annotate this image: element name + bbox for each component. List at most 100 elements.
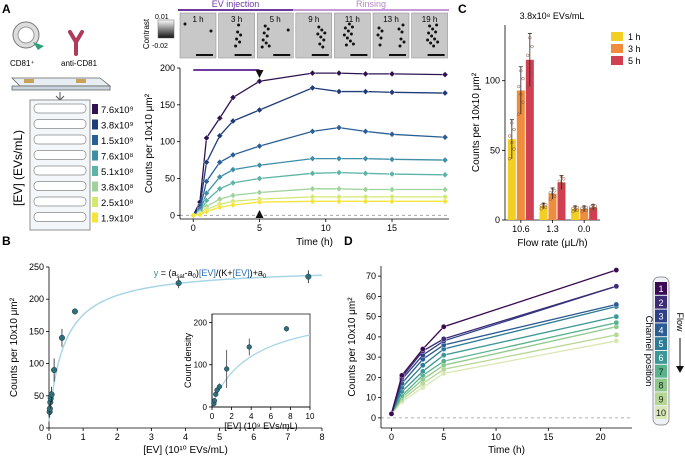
- replicate-dot: [512, 147, 516, 151]
- particle-dot: [402, 40, 406, 44]
- data-point: [613, 313, 620, 320]
- particle-dot: [235, 37, 239, 41]
- data-point: [203, 134, 210, 142]
- channel-number: 9: [658, 394, 663, 404]
- channel-slot: [33, 150, 87, 160]
- replicate-dot: [528, 62, 532, 66]
- injection-bar: [178, 9, 293, 11]
- d-y-tick-label: 10: [366, 393, 376, 403]
- channel-swatch: [655, 282, 667, 295]
- data-point: [613, 332, 620, 338]
- inset-y-tick-label: 100: [194, 361, 208, 370]
- data-point: [256, 175, 263, 182]
- data-point: [305, 273, 312, 280]
- series-line: [390, 322, 617, 415]
- legend-swatch: [611, 32, 623, 41]
- legend-swatch: [611, 44, 623, 53]
- data-point: [335, 124, 343, 131]
- conc-label: 7.6x10⁹: [101, 105, 134, 116]
- data-point: [229, 166, 237, 173]
- inset-x-tick-label: 0: [210, 412, 215, 421]
- data-point: [362, 186, 369, 193]
- particle-dot: [429, 41, 433, 45]
- channel-number: 10: [656, 408, 666, 418]
- data-point: [309, 128, 316, 135]
- flow-label: Flow: [675, 312, 685, 332]
- inset-y-tick-label: 200: [194, 318, 208, 327]
- conc-label: 2.5x10⁸: [101, 198, 134, 209]
- particle-dot: [319, 35, 323, 39]
- data-point: [229, 151, 237, 159]
- data-point: [229, 94, 237, 101]
- data-point: [216, 132, 224, 140]
- scale-bar: [389, 54, 406, 56]
- replicate-dot: [571, 209, 575, 214]
- replicate-dot: [562, 177, 566, 181]
- bar: [589, 207, 598, 220]
- contrast-min: -0.02: [152, 43, 168, 50]
- microfluidic-chip: 7.6x10⁹ 3.8x10⁹ 1.5x10⁹ 7.6x10⁸ 5.1x10⁸ 3.8x1…: [11, 77, 134, 231]
- eq-sub-0a: 0: [193, 274, 197, 280]
- data-point: [229, 117, 237, 125]
- replicate-dot: [548, 190, 552, 195]
- conc-label: 3.8x10⁸: [101, 183, 134, 194]
- frame-time-label: 13 h: [383, 15, 399, 24]
- fit-curve: [48, 274, 323, 422]
- b-y-label: Counts per 10x10 μm²: [9, 297, 20, 397]
- particle-dot: [428, 24, 432, 28]
- particle-dot: [238, 40, 242, 44]
- data-point: [440, 352, 447, 358]
- inset-data-point: [216, 384, 223, 390]
- d-x-tick-label: 20: [596, 432, 606, 442]
- particle-dot: [426, 38, 430, 42]
- rinsing-bar: [293, 9, 449, 11]
- particle-dot: [234, 44, 238, 48]
- chip-port-right: [76, 79, 86, 83]
- a-x-tick-label: 15: [387, 223, 397, 233]
- inset-x-tick-label: 8: [288, 412, 293, 421]
- panel-letter-b: B: [2, 234, 11, 248]
- data-point: [613, 267, 620, 273]
- data-point: [388, 89, 396, 96]
- antibody-icon: [68, 30, 84, 56]
- frame-time-label: 9 h: [308, 15, 319, 24]
- data-point: [58, 334, 65, 341]
- conc-axis-label: [EV] (EVs/mL): [11, 130, 25, 206]
- microscopy-frame: [334, 12, 371, 59]
- replicate-dot: [539, 207, 543, 211]
- cd81-label: CD81⁺: [10, 59, 35, 68]
- inset-data-point: [246, 344, 252, 350]
- scale-bar: [234, 54, 252, 56]
- b-y-tick-label: 0: [39, 423, 44, 433]
- particle-dot: [346, 29, 350, 33]
- replicate-dot: [521, 76, 525, 81]
- channel-slot: [33, 134, 87, 145]
- a-x-tick-label: 10: [321, 223, 331, 233]
- channel-slot: [33, 103, 87, 114]
- channel-swatch: [655, 351, 667, 364]
- data-point: [71, 308, 78, 315]
- microscopy-frame: [256, 12, 294, 59]
- particle-dot: [348, 39, 352, 43]
- particle-dot: [266, 27, 270, 31]
- data-point: [256, 189, 263, 196]
- c-y-tick-label: 100: [485, 76, 500, 86]
- replicate-dot: [507, 134, 512, 138]
- c-x-tick-label: 1.3: [546, 224, 559, 234]
- d-x-tick-label: 10: [491, 432, 501, 442]
- particle-dot: [209, 29, 213, 33]
- chip-edge: [11, 85, 111, 91]
- particle-dot: [400, 30, 404, 34]
- c-title: 3.8x10⁸ EVs/mL: [520, 11, 585, 21]
- flow-arrow-icon: [676, 366, 684, 373]
- replicate-dot: [559, 174, 564, 179]
- bar: [539, 206, 548, 220]
- data-point: [48, 391, 55, 398]
- particle-dot: [397, 27, 401, 31]
- c-y-label: Counts per 10x10 μm²: [471, 72, 482, 172]
- legend-label: 5 h: [628, 56, 641, 66]
- replicate-dot: [519, 69, 523, 73]
- particle-dot: [380, 29, 384, 33]
